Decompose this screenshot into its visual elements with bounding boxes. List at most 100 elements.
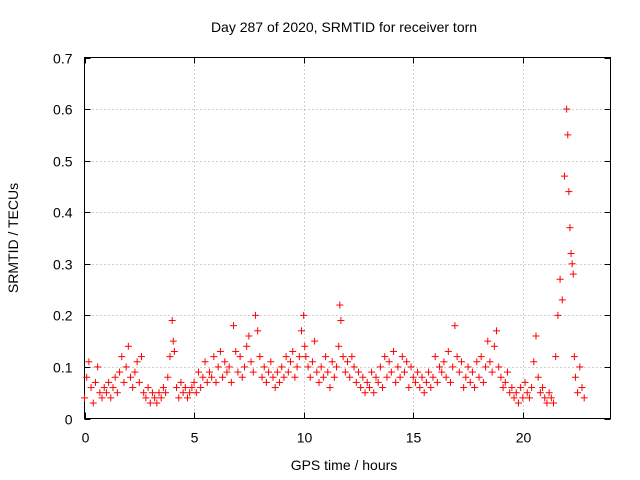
data-point bbox=[352, 378, 360, 386]
data-point bbox=[116, 368, 124, 376]
data-point bbox=[368, 368, 376, 376]
data-point bbox=[304, 363, 312, 371]
data-point bbox=[490, 342, 498, 350]
data-point bbox=[460, 384, 468, 392]
data-point bbox=[105, 378, 113, 386]
y-tick-label: 0.5 bbox=[53, 154, 73, 170]
data-point bbox=[194, 368, 202, 376]
data-point bbox=[457, 358, 465, 366]
data-point bbox=[387, 368, 395, 376]
data-point bbox=[532, 332, 540, 340]
data-point bbox=[289, 347, 297, 355]
data-point bbox=[578, 384, 586, 392]
data-point bbox=[162, 389, 170, 397]
data-point bbox=[550, 399, 558, 407]
data-point bbox=[560, 172, 568, 180]
data-point bbox=[359, 373, 367, 381]
data-point bbox=[517, 384, 525, 392]
data-point bbox=[319, 373, 327, 381]
data-point bbox=[197, 384, 205, 392]
data-point bbox=[168, 317, 176, 325]
data-point bbox=[365, 384, 373, 392]
data-point bbox=[210, 353, 218, 361]
data-point bbox=[169, 337, 177, 345]
data-point bbox=[212, 378, 220, 386]
data-point bbox=[122, 363, 130, 371]
data-point bbox=[273, 368, 281, 376]
data-point bbox=[396, 373, 404, 381]
data-point bbox=[179, 389, 187, 397]
data-point bbox=[372, 373, 380, 381]
data-point bbox=[254, 327, 262, 335]
data-point bbox=[102, 389, 110, 397]
data-point bbox=[409, 373, 417, 381]
data-point bbox=[322, 353, 330, 361]
data-point bbox=[508, 384, 516, 392]
data-point bbox=[146, 399, 154, 407]
data-point bbox=[276, 378, 284, 386]
data-point bbox=[111, 373, 119, 381]
data-point bbox=[166, 353, 174, 361]
data-point bbox=[308, 358, 316, 366]
data-point bbox=[100, 384, 108, 392]
data-point bbox=[311, 337, 319, 345]
data-points bbox=[81, 105, 588, 407]
data-point bbox=[567, 249, 575, 257]
plot-frame bbox=[84, 57, 611, 419]
data-point bbox=[574, 389, 582, 397]
data-point bbox=[240, 363, 248, 371]
y-axis-title: SRMTID / TECUs bbox=[5, 183, 21, 293]
data-point bbox=[159, 384, 167, 392]
data-point bbox=[94, 363, 102, 371]
data-point bbox=[536, 389, 544, 397]
x-axis-title: GPS time / hours bbox=[291, 457, 398, 473]
x-tick-label: 20 bbox=[516, 430, 532, 446]
data-point bbox=[324, 368, 332, 376]
data-point bbox=[91, 378, 99, 386]
data-point bbox=[287, 358, 295, 366]
data-point bbox=[341, 368, 349, 376]
data-point bbox=[96, 389, 104, 397]
data-point bbox=[208, 373, 216, 381]
data-point bbox=[433, 378, 441, 386]
data-point bbox=[278, 363, 286, 371]
data-point bbox=[484, 337, 492, 345]
data-point bbox=[247, 358, 255, 366]
tick-labels: 0 5 10 15 20 0 0.1 0.2 0.3 0.4 0.5 0.6 0.7 bbox=[53, 51, 531, 446]
data-point bbox=[552, 353, 560, 361]
data-point bbox=[571, 373, 579, 381]
data-point bbox=[301, 342, 309, 350]
data-point bbox=[326, 384, 334, 392]
data-point bbox=[293, 363, 301, 371]
data-point bbox=[177, 378, 185, 386]
data-point bbox=[568, 260, 576, 268]
y-tick-label: 0.7 bbox=[53, 51, 73, 67]
data-point bbox=[416, 384, 424, 392]
data-point bbox=[440, 358, 448, 366]
data-point bbox=[436, 363, 444, 371]
data-point bbox=[475, 373, 483, 381]
data-point bbox=[556, 275, 564, 283]
data-point bbox=[236, 353, 244, 361]
data-point bbox=[227, 378, 235, 386]
data-point bbox=[383, 373, 391, 381]
data-point bbox=[357, 384, 365, 392]
data-point bbox=[523, 389, 531, 397]
data-point bbox=[564, 131, 572, 139]
data-point bbox=[170, 347, 178, 355]
data-point bbox=[503, 368, 511, 376]
data-point bbox=[512, 389, 520, 397]
data-point bbox=[354, 368, 362, 376]
data-point bbox=[464, 363, 472, 371]
data-point bbox=[120, 378, 128, 386]
data-point bbox=[164, 373, 172, 381]
data-point bbox=[558, 296, 566, 304]
data-point bbox=[271, 384, 279, 392]
data-point bbox=[157, 394, 165, 402]
x-tick-label: 5 bbox=[191, 430, 199, 446]
data-point bbox=[234, 368, 242, 376]
data-point bbox=[510, 394, 518, 402]
data-point bbox=[462, 373, 470, 381]
data-point bbox=[203, 378, 211, 386]
data-point bbox=[499, 384, 507, 392]
